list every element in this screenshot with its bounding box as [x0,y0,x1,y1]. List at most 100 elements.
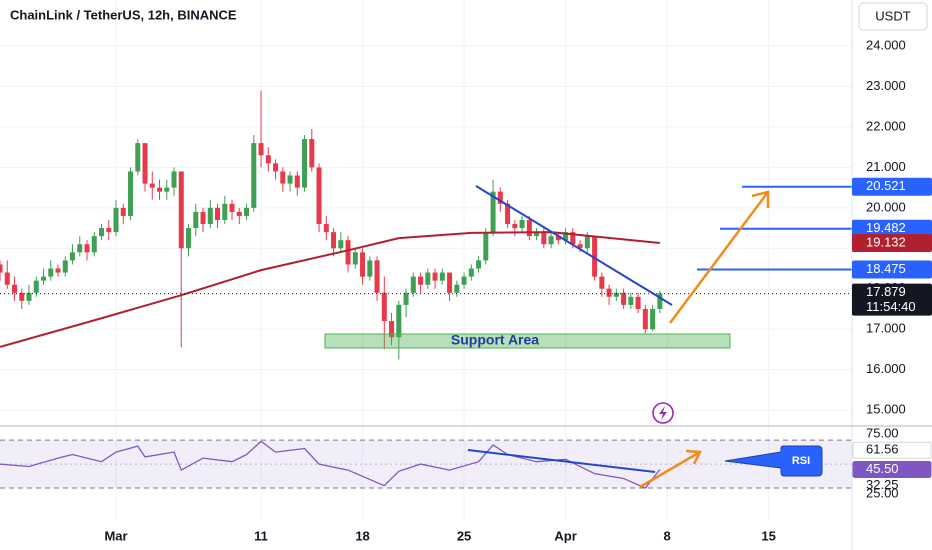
candle-body [251,143,257,208]
y-tick-label: 24.000 [866,38,906,53]
candle-body [135,143,141,172]
candle-body [621,292,627,305]
candle-body [461,276,467,285]
candle-body [265,155,271,164]
candle-body [142,143,148,184]
candle-body [4,272,10,285]
grid [0,0,852,520]
candle-body [360,252,366,277]
support-label: Support Area [451,332,539,348]
candle-body [113,207,119,233]
candle-body [389,321,395,338]
ma-badge-label: 19.132 [866,234,906,249]
moving-average [0,231,660,348]
rsi-callout-label: RSI [792,455,810,467]
level-badge-label: 19.482 [866,220,906,235]
level-badge [852,219,932,238]
rsi-line [0,440,661,489]
candle-body [534,232,540,237]
candle-body [476,260,482,269]
candle-body [425,272,431,285]
candle-body [316,167,322,225]
candle-body [99,228,105,237]
y-tick-label: 20.000 [866,199,906,214]
candle-body [584,236,590,249]
candle-body [454,284,460,293]
rsi-badge [852,460,932,478]
trend-line [475,185,673,306]
candle-body [229,203,235,212]
candle-body [418,276,424,285]
candle-body [338,240,344,249]
level-badge-label: 20.521 [866,178,906,193]
candle-body [570,232,576,245]
candle-body [439,272,445,281]
level-badge-label: 18.475 [866,261,906,276]
rsi-badge-label: 45.50 [866,461,899,476]
x-tick-label: 18 [355,528,369,543]
last-price-label: 17.879 [866,284,906,299]
candle-body [84,244,90,253]
candle-body [526,219,532,237]
alert-icon [652,402,674,424]
candle-body [244,207,250,216]
candle-body [273,163,279,172]
marks [0,90,852,360]
candle-body [410,276,416,293]
rsi-trend-line [467,449,656,473]
candle-body [70,252,76,261]
candle-body [258,143,264,156]
candle-body [563,232,569,241]
candle-body [287,175,293,184]
candle-body [55,268,61,273]
candle-body [548,236,554,245]
rsi-badge-label: 32.25 [866,477,899,492]
candle-body [164,187,170,192]
candle-body [200,211,206,225]
candle-body [432,272,438,281]
rsi-tick-label: 75.00 [866,426,899,441]
candle-body [222,203,228,220]
y-tick-label: 23.000 [866,78,906,93]
x-tick-label: 8 [663,528,670,543]
candle-body [128,171,134,216]
x-tick-label: Apr [554,528,576,543]
candle-body [178,171,184,249]
y-tick-label: 17.000 [866,321,906,336]
candle-body [33,280,39,293]
candle-body [171,171,177,188]
candle-body [374,260,380,293]
candle-body [577,244,583,249]
level-badge [852,177,932,196]
x-tick-label: 25 [457,528,471,543]
candle-body [367,260,373,277]
last-price-badge [852,283,932,316]
y-tick-label: 16.000 [866,361,906,376]
candle-body [345,240,351,265]
rsi-pane [0,439,852,489]
candle-body [193,211,199,229]
candle-body [512,224,518,229]
candle-body [19,292,25,301]
candle-body [157,187,163,192]
currency-box[interactable] [858,2,928,31]
candle-body [62,260,68,273]
y-tick-label: 22.000 [866,118,906,133]
candle-body [599,276,605,289]
candle-body [541,232,547,245]
x-tick-label: 11 [254,528,268,543]
candle-body [497,191,503,204]
candle-body [207,207,213,225]
candle-body [331,232,337,249]
ma-badge [852,233,932,252]
candle-body [309,139,315,168]
support-area [324,333,731,349]
candle-body [447,272,453,293]
candle-body [120,207,126,216]
candle-body [323,224,329,233]
candle-body [215,207,221,220]
candle-body [0,264,3,273]
candle-body [628,296,634,305]
rsi-callout [724,445,823,477]
